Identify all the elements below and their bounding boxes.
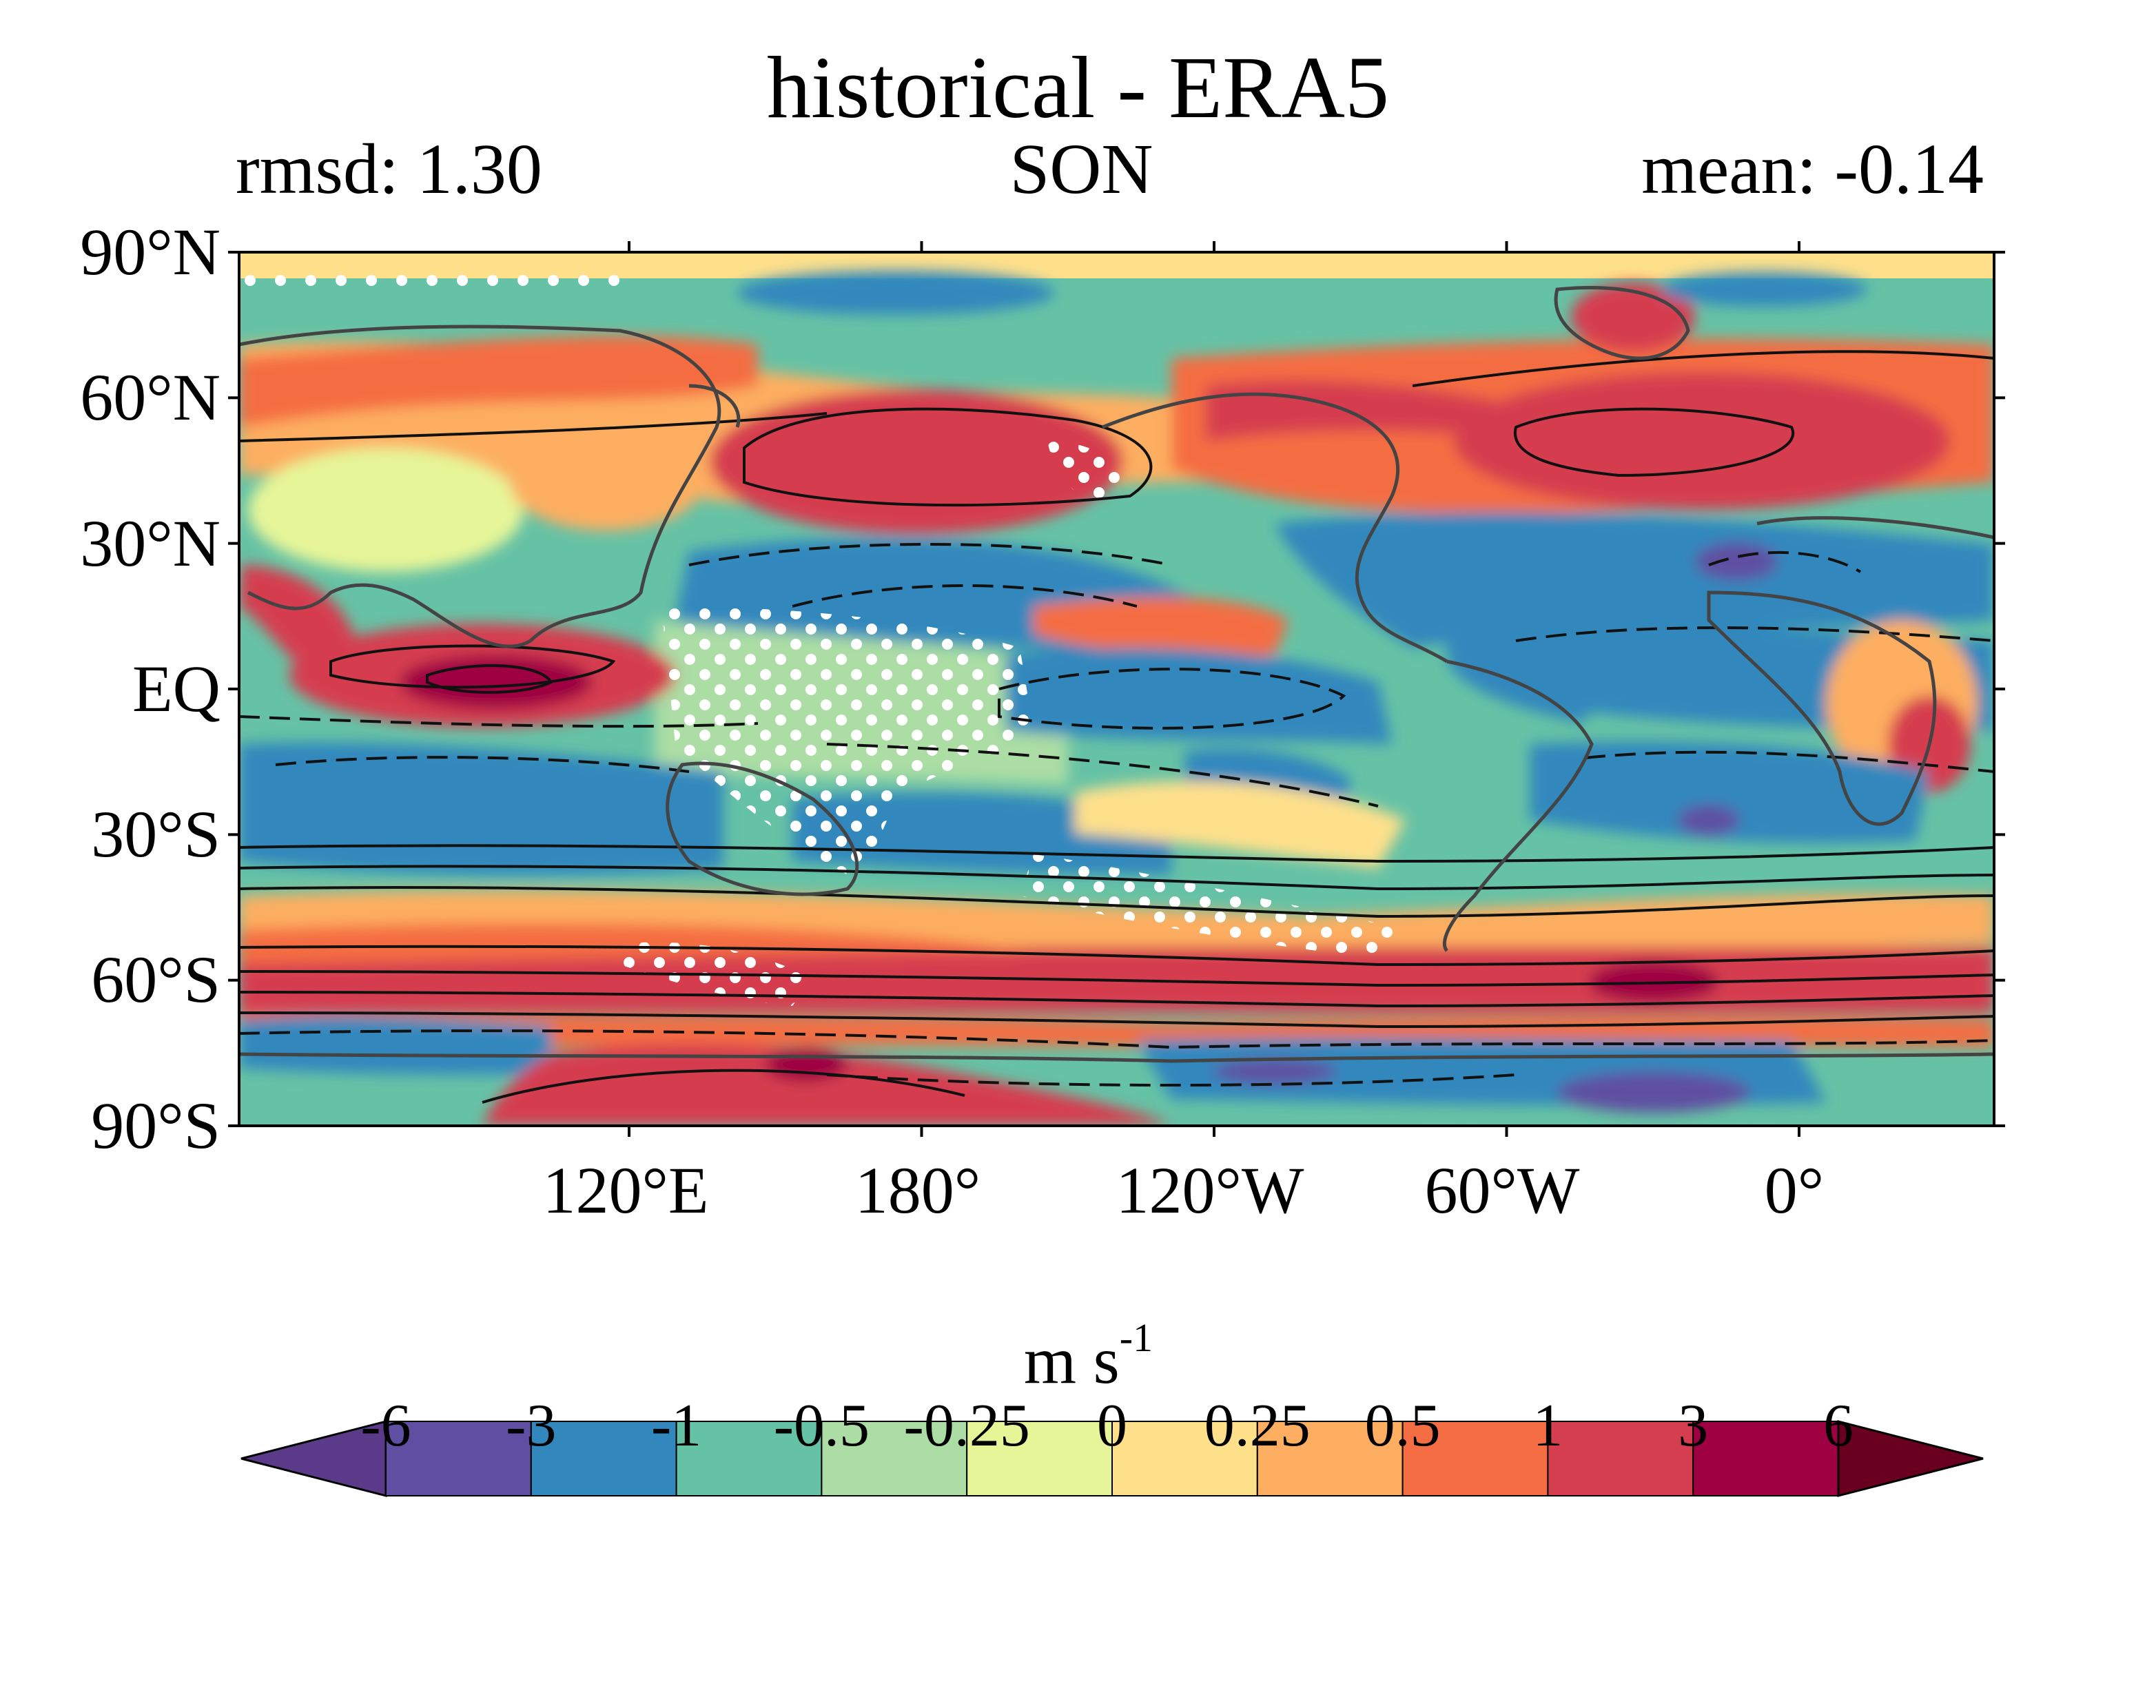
colorbar-tick-label: -0.5 <box>773 1392 870 1459</box>
filled-contours <box>239 252 1994 1126</box>
lon-label-0: 0° <box>1764 1153 1825 1227</box>
lon-label-60w: 60°W <box>1424 1153 1580 1227</box>
colorbar <box>240 1420 1984 1497</box>
lon-label-120w: 120°W <box>1116 1153 1304 1227</box>
axis-ticks <box>228 241 2005 1137</box>
figure-title: historical - ERA5 <box>767 39 1389 136</box>
lat-label-90s: 90°S <box>91 1089 220 1162</box>
colorbar-box <box>1402 1421 1549 1496</box>
colorbar-tick-label: -0.25 <box>903 1392 1030 1459</box>
lat-label-30n: 30°N <box>80 506 220 580</box>
colorbar-tick-label: -6 <box>360 1392 411 1459</box>
lat-label-60s: 60°S <box>91 943 220 1016</box>
colorbar-box <box>1111 1421 1258 1496</box>
rmsd-label: rmsd: 1.30 <box>236 130 542 209</box>
colorbar-units: m s-1 <box>0 1318 2156 1399</box>
colorbar-box <box>1692 1421 1839 1496</box>
lat-label-30s: 30°S <box>91 797 220 871</box>
colorbar-tick-label: 0 <box>1097 1392 1127 1459</box>
colorbar-tick-label: 0.5 <box>1364 1392 1441 1459</box>
colorbar-box <box>385 1421 532 1496</box>
colorbar-tick-label: 0.25 <box>1204 1392 1311 1459</box>
lon-label-120e: 120°E <box>542 1153 709 1227</box>
colorbar-tick-label: 1 <box>1532 1392 1563 1459</box>
lat-label-90n: 90°N <box>80 215 220 289</box>
colorbar-tick-label: -1 <box>650 1392 702 1459</box>
colorbar-extend-high <box>1837 1420 1984 1497</box>
units-main: m s <box>1023 1324 1120 1398</box>
colorbar-tick-label: 6 <box>1823 1392 1854 1459</box>
colorbar-box <box>675 1421 823 1496</box>
colorbar-box <box>1256 1421 1404 1496</box>
lat-label-60n: 60°N <box>80 360 220 434</box>
season-label: SON <box>1009 130 1153 209</box>
contour-lines-dashed <box>239 543 1994 1087</box>
lat-label-eq: EQ <box>132 652 220 726</box>
coastlines <box>239 286 1994 1063</box>
colorbar-tick-label: -3 <box>506 1392 557 1459</box>
colorbar-box <box>966 1421 1113 1496</box>
lon-label-180: 180° <box>854 1153 981 1227</box>
contour-lines <box>239 350 1994 1104</box>
units-exponent: -1 <box>1119 1315 1153 1360</box>
colorbar-tick-label: 3 <box>1678 1392 1709 1459</box>
colorbar-box <box>821 1421 968 1496</box>
colorbar-box <box>530 1421 677 1496</box>
mean-label: mean: -0.14 <box>1641 130 1984 209</box>
